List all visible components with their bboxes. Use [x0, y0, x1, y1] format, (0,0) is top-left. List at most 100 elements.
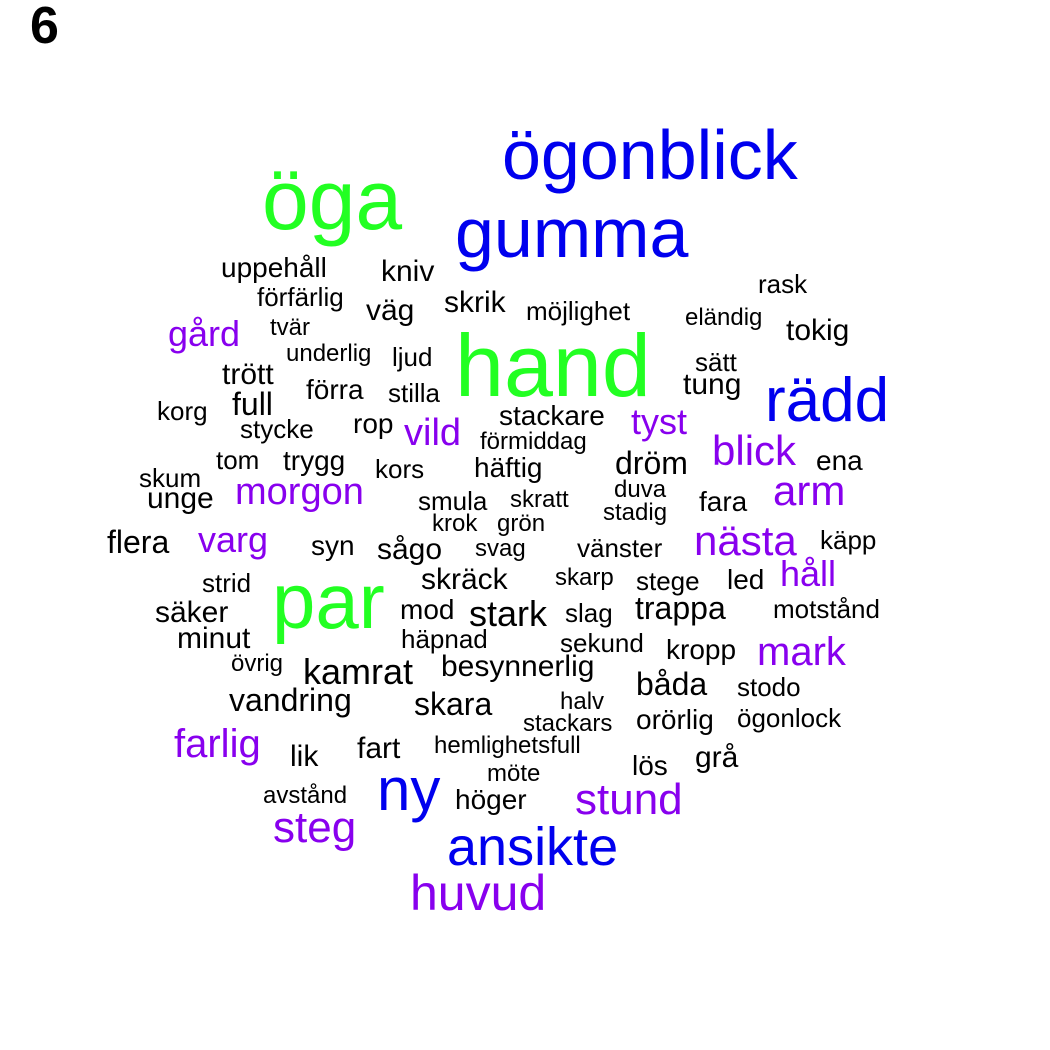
word-smula: smula [418, 486, 488, 516]
word-saker: säker [155, 596, 229, 629]
word-led: led [727, 564, 765, 595]
word-avstand: avstånd [263, 782, 348, 809]
word-krok: krok [432, 510, 478, 537]
panel-label: 6 [30, 0, 59, 55]
word-formiddag: förmiddag [480, 428, 587, 455]
word-trott: trött [222, 358, 274, 391]
word-stackare: stackare [499, 400, 605, 431]
word-slag: slag [565, 598, 613, 628]
word-kniv: kniv [381, 255, 435, 288]
word-hoger: höger [455, 784, 527, 815]
word-ogonblick: ögonblick [502, 116, 798, 194]
word-full: full [232, 386, 273, 422]
word-skara: skara [414, 686, 493, 722]
word-varg: varg [198, 519, 269, 560]
word-sekund: sekund [560, 628, 644, 658]
word-tom: tom [216, 445, 260, 475]
word-ansikte: ansikte [447, 817, 619, 877]
word-skrik: skrik [444, 286, 506, 319]
word-tvar: tvär [270, 314, 311, 341]
word-satt: sätt [695, 347, 737, 377]
word-stilla: stilla [388, 378, 441, 408]
word-mote: möte [487, 760, 541, 787]
word-drom: dröm [615, 445, 688, 481]
word-ovrig: övrig [231, 650, 284, 677]
word-vandring: vandring [229, 682, 352, 718]
word-hemlighetsfull: hemlighetsfull [434, 732, 581, 759]
word-stodo: stodo [737, 672, 801, 702]
word-blick: blick [712, 427, 797, 474]
word-mojlighet: möjlighet [526, 296, 631, 326]
word-gard: gård [168, 313, 241, 354]
word-ny: ny [377, 756, 441, 823]
word-ororlig: orörlig [636, 704, 714, 735]
word-haftig: häftig [474, 452, 543, 483]
word-duva: duva [614, 476, 667, 503]
word-steg: steg [273, 803, 357, 852]
word-tyst: tyst [631, 401, 688, 442]
word-stark: stark [469, 593, 548, 634]
word-gra: grå [695, 741, 739, 774]
word-hand: hand [455, 316, 651, 415]
word-trygg: trygg [283, 445, 346, 476]
word-kors: kors [375, 454, 425, 484]
word-sago: sågo [377, 533, 443, 566]
word-kropp: kropp [666, 634, 737, 665]
word-gron: grön [497, 510, 546, 537]
word-arm: arm [773, 467, 846, 514]
word-hapnad: häpnad [401, 624, 488, 654]
word-tung: tung [683, 368, 742, 401]
word-kamrat: kamrat [303, 651, 414, 692]
word-svag: svag [475, 535, 526, 562]
word-mod: mod [400, 594, 455, 625]
word-stadig: stadig [603, 499, 668, 526]
word-gumma: gumma [455, 194, 689, 272]
word-hall: håll [780, 553, 837, 594]
word-ogonlock: ögonlock [737, 703, 842, 733]
word-uppehall: uppehåll [221, 252, 327, 283]
word-los: lös [632, 750, 668, 781]
word-syn: syn [311, 530, 355, 561]
word-stackars: stackars [523, 710, 613, 737]
word-mark: mark [757, 630, 846, 674]
word-huvud: huvud [410, 865, 547, 921]
word-bada: båda [636, 666, 708, 702]
word-minut: minut [177, 622, 251, 655]
word-forra: förra [306, 374, 364, 405]
word-nasta: nästa [694, 517, 797, 564]
word-ena: ena [816, 445, 863, 476]
word-fara: fara [699, 486, 748, 517]
word-korg: korg [157, 396, 208, 426]
word-stege: stege [636, 566, 700, 596]
word-forfarlig: förfärlig [257, 282, 344, 312]
word-radd: rädd [765, 366, 890, 435]
word-skarp: skarp [555, 564, 614, 591]
word-elandig: eländig [685, 304, 763, 331]
word-par: par [272, 557, 385, 645]
word-skratt: skratt [510, 486, 569, 513]
word-morgon: morgon [235, 471, 364, 513]
word-tokig: tokig [786, 314, 850, 347]
word-skum: skum [139, 463, 202, 493]
word-motstand: motstånd [773, 594, 880, 624]
word-ljud: ljud [392, 342, 433, 372]
word-vag: väg [366, 294, 415, 327]
word-unge: unge [147, 482, 214, 515]
word-lik: lik [290, 740, 319, 773]
word-oga: öga [262, 153, 403, 247]
word-stund: stund [575, 775, 683, 824]
word-kapp: käpp [820, 525, 877, 555]
word-farlig: farlig [174, 722, 261, 766]
word-halv: halv [560, 688, 605, 715]
word-vild: vild [404, 412, 462, 454]
word-stycke: stycke [240, 414, 314, 444]
word-rask: rask [758, 269, 808, 299]
word-underlig: underlig [286, 340, 372, 367]
word-fart: fart [357, 732, 401, 765]
word-flera: flera [107, 524, 170, 560]
word-strid: strid [202, 568, 252, 598]
word-rop: rop [353, 408, 394, 439]
word-skrack: skräck [421, 563, 508, 596]
word-vanster: vänster [577, 533, 663, 563]
